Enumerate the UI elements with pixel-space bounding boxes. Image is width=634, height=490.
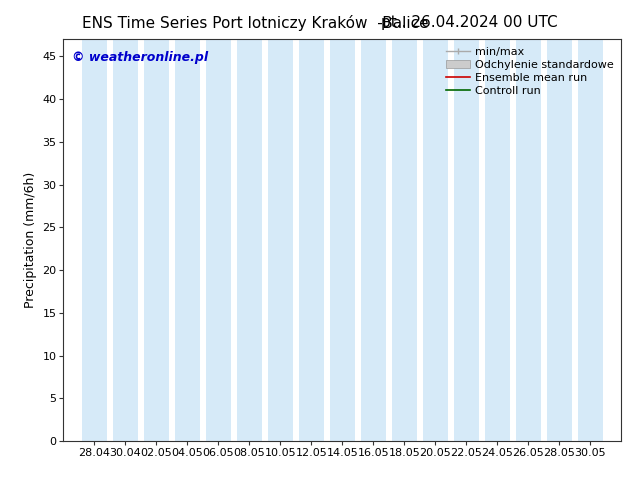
Text: ENS Time Series Port lotniczy Kraków  -Balice: ENS Time Series Port lotniczy Kraków -Ba… [82, 15, 429, 31]
Bar [578, 39, 603, 441]
Bar [144, 39, 169, 441]
Text: pt.. 26.04.2024 00 UTC: pt.. 26.04.2024 00 UTC [381, 15, 558, 30]
Bar [299, 39, 324, 441]
Bar [268, 39, 293, 441]
Bar [485, 39, 510, 441]
Bar [113, 39, 138, 441]
Bar [175, 39, 200, 441]
Bar [454, 39, 479, 441]
Bar [361, 39, 385, 441]
Bar [206, 39, 231, 441]
Y-axis label: Precipitation (mm/6h): Precipitation (mm/6h) [24, 172, 37, 308]
Bar [516, 39, 541, 441]
Bar [392, 39, 417, 441]
Bar [547, 39, 572, 441]
Bar [423, 39, 448, 441]
Bar [330, 39, 355, 441]
Bar [82, 39, 107, 441]
Text: © weatheronline.pl: © weatheronline.pl [72, 51, 208, 64]
Bar [237, 39, 262, 441]
Legend: min/max, Odchylenie standardowe, Ensemble mean run, Controll run: min/max, Odchylenie standardowe, Ensembl… [444, 45, 616, 98]
